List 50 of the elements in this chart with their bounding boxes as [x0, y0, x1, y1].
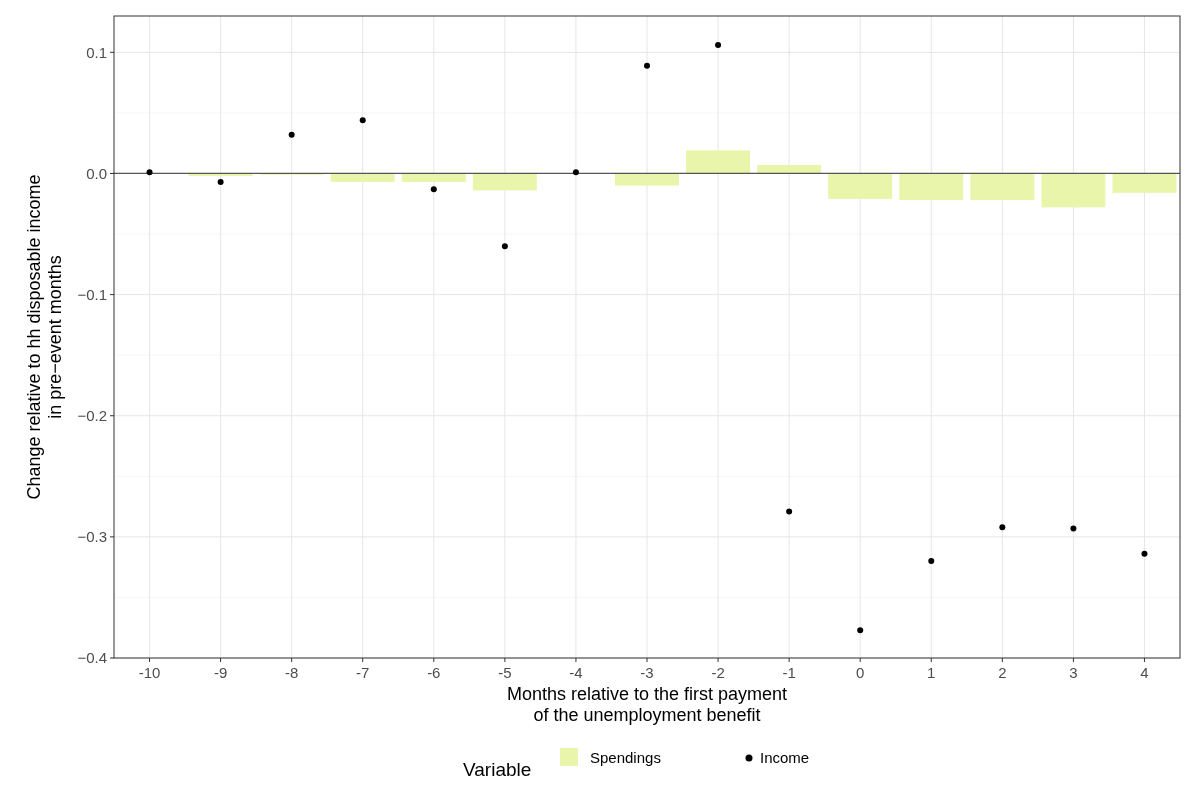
- y-tick-label: −0.3: [77, 528, 107, 546]
- legend-label: Spendings: [590, 749, 661, 767]
- point: [999, 524, 1006, 531]
- x-tick-label: -8: [284, 664, 299, 681]
- y-tick-label: −0.4: [77, 649, 107, 667]
- bar: [1041, 173, 1106, 208]
- point: [1141, 550, 1148, 557]
- x-tick-label: -3: [640, 664, 654, 681]
- point: [715, 42, 722, 49]
- x-tick-label: 2: [998, 664, 1007, 681]
- x-tick-label: 4: [1140, 664, 1149, 681]
- x-tick-label: 0: [856, 664, 865, 681]
- legend-title: Variable: [463, 759, 532, 780]
- point: [786, 508, 793, 515]
- point: [146, 169, 153, 176]
- bar: [686, 150, 751, 174]
- bar: [472, 173, 537, 191]
- bar: [970, 173, 1035, 201]
- point: [359, 117, 366, 124]
- point: [644, 62, 650, 69]
- x-tick-label: -5: [498, 664, 512, 681]
- x-tick-label: -4: [569, 664, 583, 681]
- x-tick-label: -6: [427, 664, 441, 681]
- y-axis-title: Change relative to hh disposable income in pre−event months: [24, 174, 65, 500]
- bar: [899, 173, 964, 201]
- legend-label: Income: [760, 749, 810, 767]
- x-tick-label: -10: [138, 664, 161, 681]
- bar: [828, 173, 893, 199]
- point: [430, 186, 437, 193]
- bar: [1112, 173, 1177, 193]
- bar: [615, 173, 679, 186]
- point: [501, 243, 508, 250]
- x-axis-title: Months relative to the first payment of the unemployment benefit: [506, 684, 788, 725]
- point: [572, 169, 579, 176]
- x-tick-label: 1: [927, 664, 936, 681]
- point: [288, 131, 295, 138]
- point: [1070, 525, 1077, 532]
- y-tick-label: −0.1: [77, 285, 107, 303]
- x-tick-label: -2: [711, 664, 725, 681]
- bar: [757, 164, 822, 174]
- point: [857, 627, 864, 634]
- x-tick-label: -1: [782, 664, 796, 681]
- x-tick-label: 3: [1069, 664, 1078, 681]
- x-tick-label: -7: [356, 664, 370, 681]
- y-tick-label: 0.1: [86, 43, 107, 61]
- y-tick-label: −0.2: [77, 406, 107, 424]
- x-tick-label: -9: [213, 664, 228, 681]
- point: [217, 178, 224, 185]
- point: [928, 558, 935, 565]
- y-tick-label: 0.0: [86, 164, 107, 182]
